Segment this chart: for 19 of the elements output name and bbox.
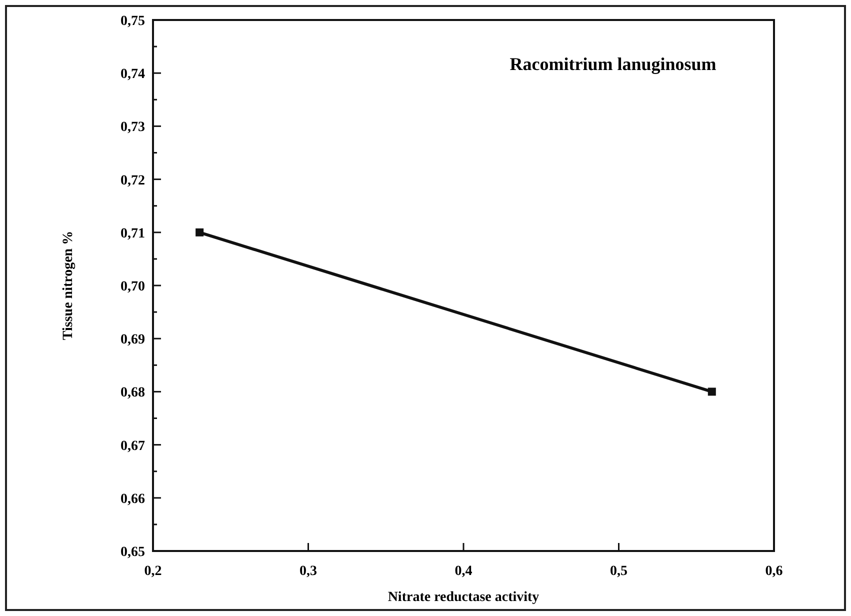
x-tick-label: 0,4 xyxy=(454,564,472,579)
x-tick-label: 0,5 xyxy=(610,564,628,579)
x-tick-label: 0,3 xyxy=(300,564,317,579)
y-tick-label: 0,75 xyxy=(120,14,145,29)
y-tick-label: 0,65 xyxy=(120,545,145,560)
y-tick-label: 0,70 xyxy=(120,280,145,294)
y-tick-label: 0,69 xyxy=(120,332,145,348)
y-tick-label: 0,73 xyxy=(120,120,145,136)
y-tick-label: 0,71 xyxy=(120,226,145,242)
y-tick-label: 0,66 xyxy=(120,492,145,507)
x-tick-label: 0,2 xyxy=(144,564,162,579)
y-tick-label: 0,68 xyxy=(120,386,145,401)
y-tick-label: 0,67 xyxy=(120,438,145,454)
x-tick-label: 0,6 xyxy=(765,564,783,579)
y-tick-label: 0,74 xyxy=(120,67,145,82)
y-axis-title: Tissue nitrogen % xyxy=(61,230,76,340)
x-axis-title: Nitrate reductase activity xyxy=(388,590,540,605)
y-tick-label: 0,72 xyxy=(120,173,145,188)
text: Racomitrium lanuginosum xyxy=(510,54,716,74)
